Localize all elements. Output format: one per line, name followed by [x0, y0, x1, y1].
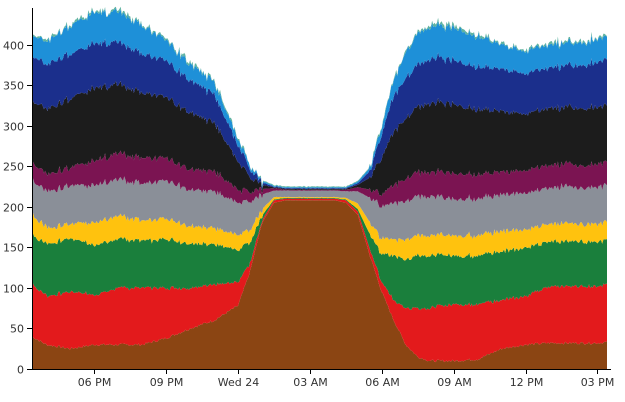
y-tick-label: 350	[3, 80, 24, 93]
axes-group	[32, 8, 611, 370]
area-series-6	[32, 150, 607, 208]
x-tick-label: 06 AM	[365, 376, 400, 389]
y-tick-label: 0	[17, 364, 24, 377]
x-tick-label: 12 PM	[510, 376, 544, 389]
area-series-7	[32, 80, 607, 197]
x-tick-label: 06 PM	[78, 376, 112, 389]
y-tick-label: 250	[3, 161, 24, 174]
x-tick-label: 09 AM	[437, 376, 472, 389]
area-series-group	[32, 6, 607, 369]
y-tick-label: 300	[3, 121, 24, 134]
y-tick-label: 200	[3, 202, 24, 215]
x-tick-label: 09 PM	[150, 376, 184, 389]
x-tick-label: 03 AM	[293, 376, 328, 389]
area-series-10	[32, 6, 607, 188]
x-tick-label: Wed 24	[218, 376, 259, 389]
y-axis-ticks: 0 50 100 150 200 250 300 350 400	[3, 40, 32, 377]
y-tick-label: 50	[10, 323, 24, 336]
area-series-9	[32, 7, 607, 189]
area-series-5	[32, 176, 607, 243]
area-series-4	[32, 196, 607, 261]
y-tick-label: 150	[3, 242, 24, 255]
area-series-3	[32, 197, 607, 311]
area-series-1	[32, 200, 607, 369]
x-tick-label: 03 PM	[581, 376, 615, 389]
area-series-2	[32, 198, 607, 363]
y-tick-label: 400	[3, 40, 24, 53]
area-series-8	[32, 38, 607, 191]
x-axis-ticks: 06 PM 09 PM Wed 24 03 AM 06 AM 09 AM 12 PM 03 P…	[78, 369, 615, 389]
y-tick-label: 100	[3, 283, 24, 296]
